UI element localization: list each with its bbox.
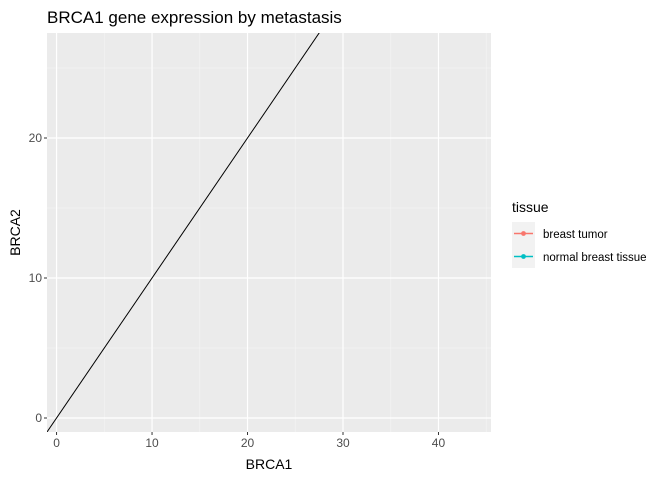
legend-label: breast tumor (543, 229, 608, 241)
y-axis-title: BRCA2 (7, 209, 23, 256)
legend: tissue breast tumor normal breast tissue (512, 199, 647, 268)
legend-title: tissue (512, 199, 549, 215)
x-tick-label: 40 (432, 436, 446, 450)
legend-label: normal breast tissue (543, 252, 647, 264)
legend-item-breast-tumor: breast tumor (512, 222, 608, 245)
y-tick-label: 20 (29, 131, 43, 145)
legend-item-normal-breast-tissue: normal breast tissue (512, 245, 647, 268)
reference-line (47, 33, 320, 432)
plot-panel (47, 33, 491, 432)
x-tick-label: 0 (53, 436, 60, 450)
major-gridlines (47, 33, 491, 432)
y-tick-label: 10 (29, 271, 43, 285)
x-axis-ticks: 0 10 20 30 40 (53, 432, 445, 450)
x-tick-label: 20 (241, 436, 255, 450)
x-axis-title: BRCA1 (246, 456, 293, 472)
y-tick-label: 0 (35, 411, 42, 425)
chart-title: BRCA1 gene expression by metastasis (47, 8, 342, 27)
minor-gridlines (47, 33, 491, 432)
y-axis-ticks: 0 10 20 (29, 131, 47, 425)
x-tick-label: 10 (145, 436, 159, 450)
x-tick-label: 30 (336, 436, 350, 450)
legend-key-point (521, 231, 526, 236)
legend-key-point (521, 254, 526, 259)
